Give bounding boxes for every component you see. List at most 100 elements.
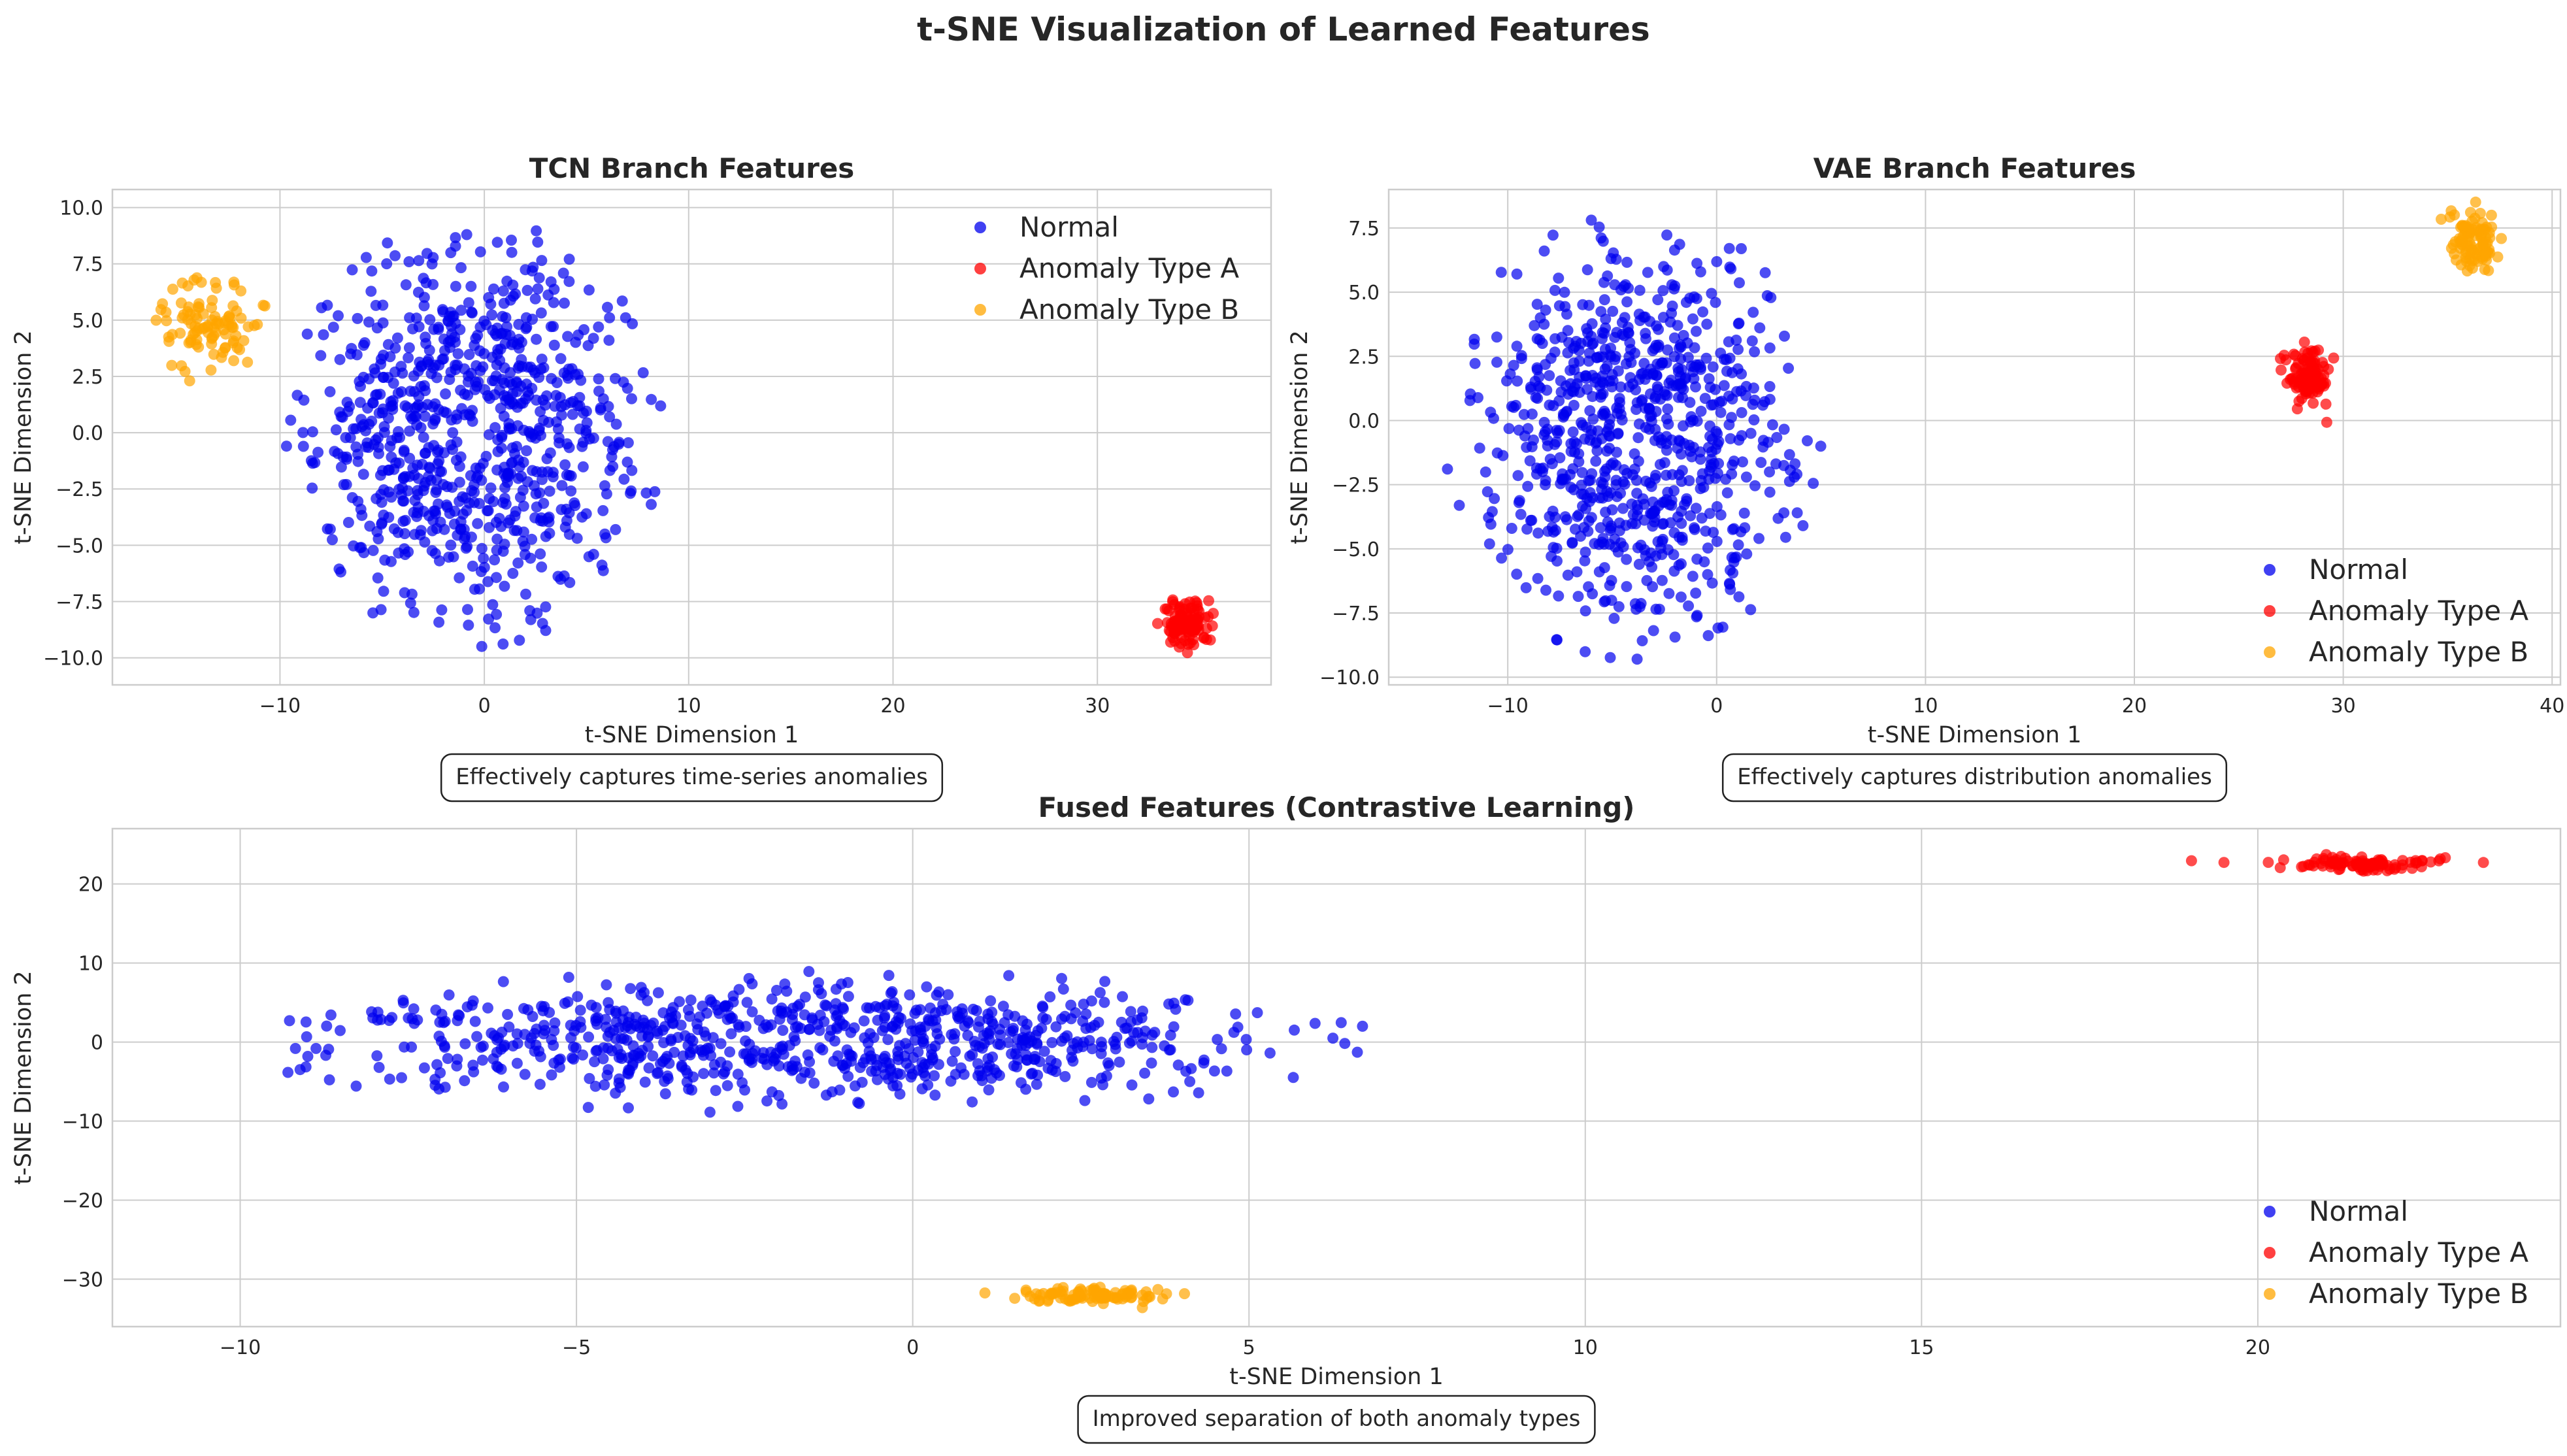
- data-point: [2289, 378, 2300, 390]
- axes-frame: [111, 827, 2562, 1328]
- data-point: [341, 397, 353, 408]
- data-point: [708, 1067, 720, 1079]
- data-point: [912, 1046, 924, 1058]
- data-point: [469, 1016, 481, 1027]
- data-point: [559, 459, 571, 471]
- data-point: [1710, 443, 1721, 455]
- data-point: [1723, 242, 1735, 254]
- data-point: [534, 1078, 546, 1090]
- data-point: [324, 386, 336, 397]
- data-point: [1514, 495, 1525, 506]
- data-point: [1674, 239, 1685, 250]
- data-point: [163, 335, 175, 347]
- data-point: [378, 586, 389, 597]
- data-point: [1609, 541, 1621, 553]
- data-point: [1568, 342, 1580, 354]
- data-point: [477, 361, 489, 372]
- data-point: [777, 1040, 788, 1052]
- data-point: [1607, 375, 1619, 387]
- data-point: [1117, 991, 1128, 1002]
- data-point: [1674, 342, 1685, 354]
- data-point: [1212, 1034, 1223, 1046]
- data-point: [537, 474, 548, 486]
- data-point: [1631, 510, 1643, 521]
- data-point: [882, 1034, 894, 1046]
- data-point: [1103, 1060, 1115, 1072]
- y-tick-label: −10: [62, 1111, 103, 1134]
- data-point: [1710, 384, 1721, 395]
- data-point: [1728, 455, 1740, 467]
- data-point: [357, 419, 369, 431]
- data-point: [408, 1003, 420, 1015]
- data-point: [646, 393, 657, 405]
- data-point: [1642, 369, 1653, 380]
- data-point: [365, 286, 377, 297]
- data-point: [421, 248, 433, 259]
- data-point: [799, 991, 811, 1003]
- data-point: [576, 511, 588, 523]
- data-point: [367, 544, 379, 556]
- data-point: [1590, 437, 1602, 449]
- data-point: [483, 429, 495, 440]
- data-point: [1541, 384, 1553, 396]
- data-point: [1198, 632, 1210, 644]
- data-point: [514, 360, 525, 372]
- data-point: [1651, 381, 1663, 393]
- data-point: [1689, 523, 1700, 535]
- data-point: [1656, 574, 1668, 586]
- data-point: [445, 366, 457, 378]
- data-point: [2481, 246, 2493, 257]
- axes-frame: [111, 188, 1272, 686]
- y-tick-label: −7.5: [56, 591, 103, 614]
- data-point: [1802, 435, 1813, 446]
- data-point: [1697, 468, 1708, 480]
- data-point: [404, 452, 416, 464]
- data-point: [1037, 1002, 1049, 1013]
- data-point: [775, 1005, 787, 1017]
- data-point: [985, 1072, 997, 1084]
- data-point: [1584, 405, 1596, 416]
- data-point: [1168, 1021, 1180, 1033]
- axes-frame: [1387, 188, 2562, 686]
- legend-label: Anomaly Type A: [1019, 252, 1239, 284]
- data-point: [1137, 1005, 1148, 1017]
- data-point: [2406, 863, 2418, 874]
- data-point: [1583, 496, 1595, 507]
- data-point: [1464, 395, 1476, 406]
- data-point: [1621, 296, 1633, 308]
- data-point: [1099, 976, 1111, 987]
- data-point: [497, 310, 508, 322]
- y-tick-label: 5.0: [1348, 282, 1380, 305]
- data-point: [1099, 1291, 1111, 1303]
- data-point: [1614, 517, 1625, 529]
- data-point: [492, 434, 504, 446]
- data-point: [395, 489, 407, 501]
- data-point: [1779, 330, 1790, 342]
- data-point: [302, 1051, 314, 1062]
- x-axis-label: t-SNE Dimension 1: [1868, 722, 2081, 748]
- data-point: [1655, 359, 1666, 371]
- data-point: [1511, 569, 1523, 580]
- x-tick-label: 40: [2540, 695, 2564, 718]
- data-point: [483, 613, 495, 625]
- data-point: [648, 1018, 659, 1029]
- data-point: [2425, 856, 2436, 868]
- data-point: [450, 240, 461, 252]
- data-point: [1685, 510, 1697, 521]
- data-point: [547, 471, 559, 483]
- data-point: [182, 280, 194, 291]
- data-point: [396, 1072, 407, 1084]
- data-point: [1696, 512, 1708, 524]
- data-point: [406, 588, 418, 600]
- data-point: [327, 322, 339, 333]
- data-point: [1044, 991, 1056, 1002]
- data-point: [447, 427, 459, 438]
- data-point: [466, 306, 478, 318]
- data-point: [1357, 1020, 1368, 1032]
- x-tick-label: 10: [676, 695, 701, 718]
- data-point: [1682, 352, 1694, 363]
- data-point: [306, 426, 318, 438]
- data-point: [963, 1017, 974, 1029]
- data-point: [1557, 408, 1569, 420]
- y-tick-label: 10.0: [59, 197, 103, 220]
